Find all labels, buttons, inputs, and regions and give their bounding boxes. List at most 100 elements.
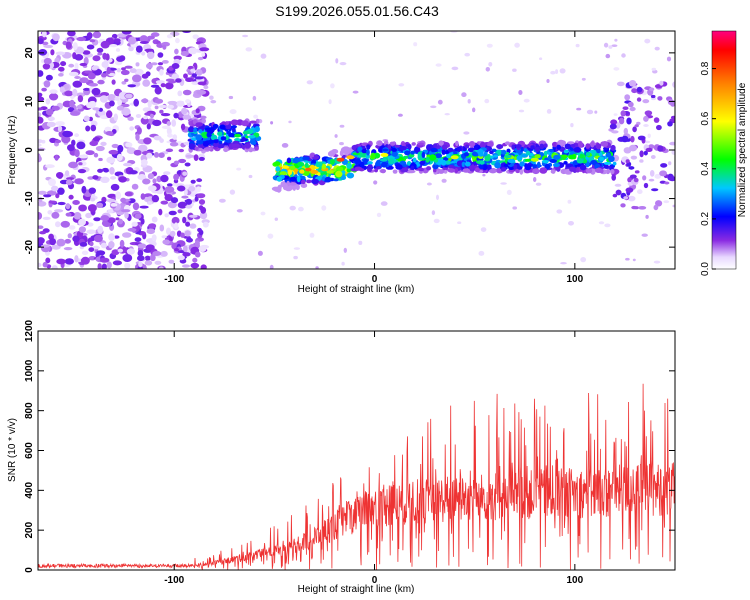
heatmap-cell [464, 52, 471, 57]
heatmap-cell [187, 65, 194, 70]
heatmap-cell [657, 145, 664, 152]
heatmap-cell [611, 130, 619, 134]
heatmap-cell [219, 124, 226, 130]
heatmap-cell [78, 204, 87, 212]
heatmap-cell [117, 248, 124, 253]
heatmap-cell [85, 150, 95, 156]
heatmap-cell [189, 214, 198, 218]
heatmap-cell [175, 38, 180, 44]
heatmap-cell [102, 52, 108, 60]
heatmap-cell [489, 150, 494, 155]
heatmap-cell [43, 57, 52, 65]
heatmap-cell [359, 161, 365, 168]
heatmap-cell [103, 168, 109, 173]
heatmap-cell [426, 166, 432, 171]
heatmap-cell [494, 162, 501, 169]
heatmap-cell [301, 179, 306, 185]
heatmap-cell [289, 205, 296, 211]
heatmap-cell [164, 186, 175, 193]
heatmap-cell [585, 168, 593, 174]
heatmap-cell [595, 143, 602, 150]
heatmap-cell [346, 155, 355, 160]
heatmap-cell [229, 109, 237, 115]
heatmap-cell [228, 95, 234, 100]
heatmap-cell [74, 149, 80, 158]
heatmap-cell [645, 214, 649, 219]
heatmap-cell [137, 243, 147, 249]
y-tick-label: -10 [24, 191, 35, 206]
heatmap-cell [394, 144, 401, 148]
heatmap-cell [54, 209, 64, 213]
heatmap-cell [186, 237, 193, 243]
heatmap-cell [625, 257, 630, 261]
heatmap-cell [296, 175, 301, 183]
heatmap-cell [493, 154, 499, 158]
heatmap-cell [501, 149, 507, 155]
heatmap-cell [441, 178, 447, 183]
heatmap-cell [391, 151, 398, 157]
heatmap-cell [380, 201, 388, 206]
heatmap-cell [85, 212, 92, 219]
heatmap-cell [277, 184, 282, 190]
heatmap-cell [148, 223, 157, 229]
heatmap-cell [304, 162, 309, 168]
heatmap-cell [57, 201, 66, 206]
heatmap-cell [636, 86, 643, 93]
heatmap-cell [182, 264, 190, 268]
heatmap-cell [519, 161, 525, 167]
heatmap-cell [164, 213, 169, 218]
heatmap-cell [105, 131, 114, 136]
heatmap-cell [197, 227, 202, 233]
heatmap-cell [605, 53, 611, 59]
heatmap-cell [321, 163, 327, 170]
heatmap-cell [241, 120, 249, 127]
heatmap-cell [47, 210, 53, 215]
heatmap-cell [127, 116, 134, 121]
heatmap-cell [366, 149, 370, 156]
heatmap-cell [236, 167, 242, 171]
heatmap-cell [297, 161, 303, 167]
heatmap-y-label: Frequency (Hz) [7, 116, 18, 185]
heatmap-cell [149, 254, 156, 262]
heatmap-cell [197, 81, 207, 86]
heatmap-cell [649, 87, 655, 92]
heatmap-cell [555, 69, 559, 74]
heatmap-cell [108, 72, 116, 77]
heatmap-cell [64, 90, 74, 97]
snr-series-line [38, 383, 675, 570]
heatmap-cell [196, 90, 207, 95]
heatmap-cell [414, 146, 421, 153]
heatmap-cell [139, 205, 149, 209]
heatmap-cell [614, 183, 622, 187]
heatmap-cell [109, 100, 115, 107]
heatmap-cell [63, 247, 73, 251]
heatmap-cell [88, 247, 95, 253]
heatmap-cell [645, 147, 653, 152]
heatmap-cell [306, 80, 313, 85]
heatmap-cell [553, 154, 561, 160]
heatmap-cell [220, 136, 227, 141]
heatmap-cell [74, 255, 79, 263]
heatmap-cell [49, 89, 58, 94]
heatmap-cell [643, 124, 649, 127]
heatmap-cell [576, 158, 584, 164]
heatmap-cell [100, 40, 110, 49]
heatmap-cell [231, 119, 239, 126]
heatmap-cell [625, 159, 630, 164]
heatmap-cell [397, 113, 403, 117]
heatmap-cell [153, 135, 162, 141]
heatmap-cell [223, 147, 229, 153]
heatmap-cell [594, 110, 598, 114]
heatmap-cell [467, 99, 471, 104]
colorbar-ticks: 0.8 0.6 0.4 0.2 0.0 [700, 61, 716, 276]
heatmap-cell [146, 228, 155, 235]
heatmap-cell [81, 185, 87, 194]
heatmap-cell [113, 38, 121, 43]
heatmap-cell [412, 157, 417, 163]
heatmap-x-label: Height of straight line (km) [298, 284, 415, 295]
heatmap-cell [144, 260, 153, 266]
heatmap-cell [464, 161, 471, 167]
heatmap-cell [182, 252, 191, 257]
heatmap-cell [166, 183, 173, 187]
heatmap-cell [443, 169, 448, 174]
